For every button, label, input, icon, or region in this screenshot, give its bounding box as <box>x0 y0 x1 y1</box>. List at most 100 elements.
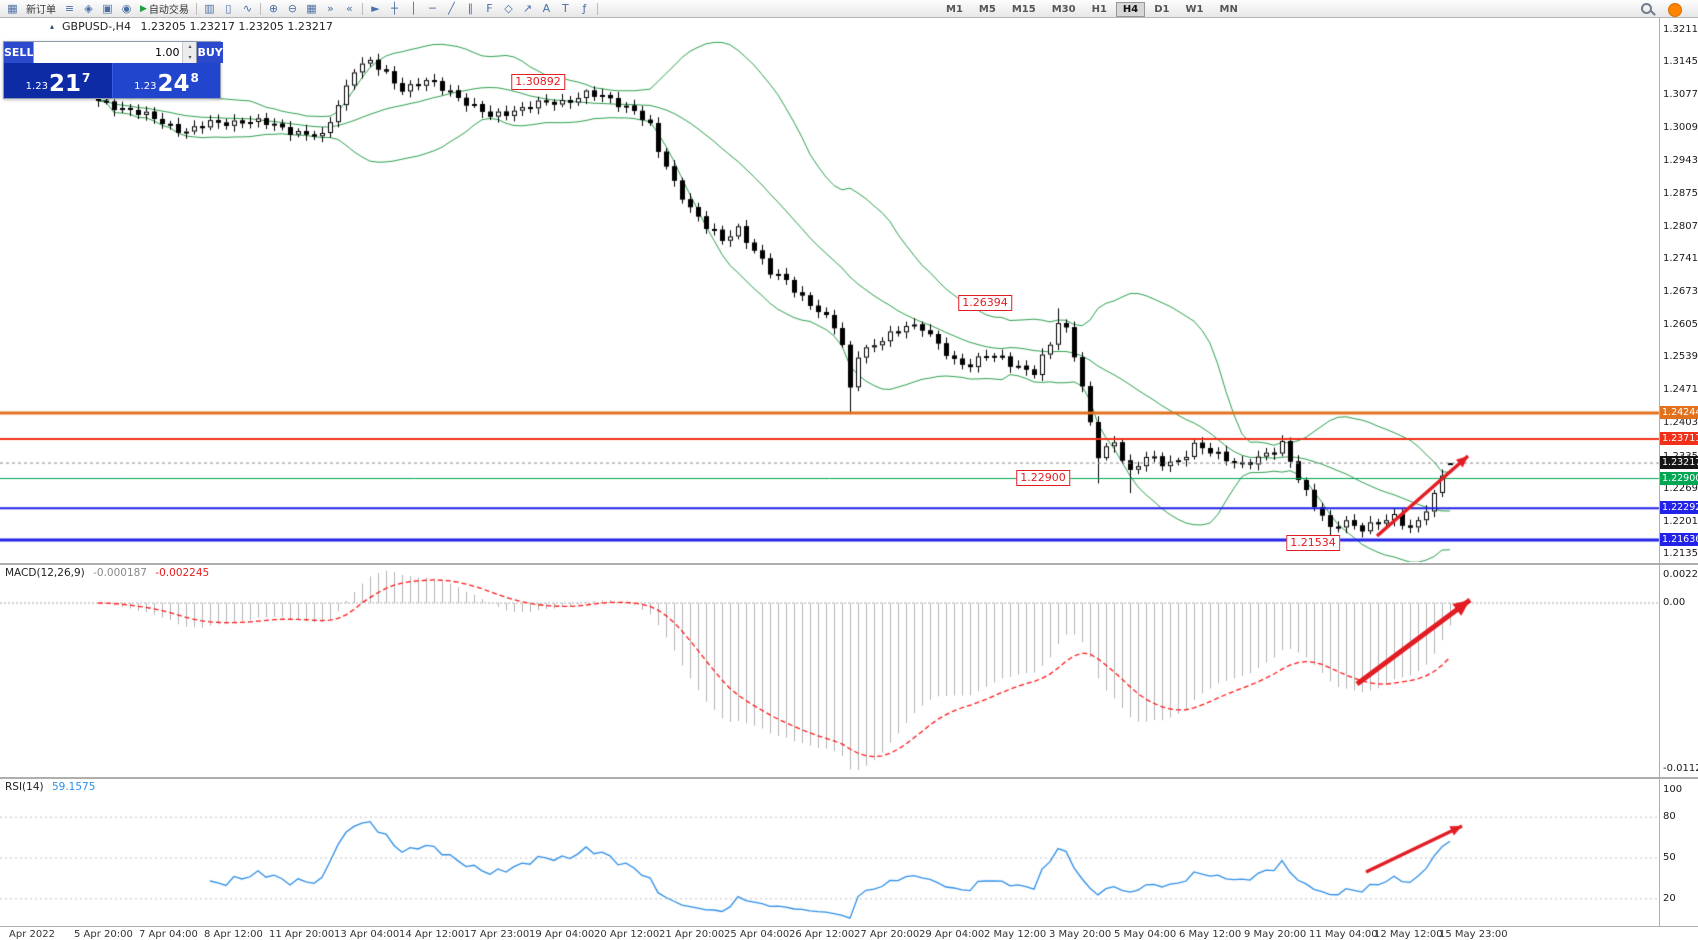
time-axis-label: 26 Apr 12:00 <box>789 929 855 940</box>
time-axis-label: 13 Apr 04:00 <box>334 929 400 940</box>
search-icon[interactable] <box>1641 3 1654 16</box>
time-axis-label: 15 May 23:00 <box>1439 929 1508 940</box>
timeframe-button-w1[interactable]: W1 <box>1185 3 1204 15</box>
sell-button[interactable]: SELL <box>4 42 34 63</box>
price-annotation[interactable]: 1.21534 <box>1286 535 1340 551</box>
rsi-name: RSI(14) <box>5 781 44 793</box>
time-axis-label: 5 May 04:00 <box>1114 929 1177 940</box>
market-watch-icon[interactable]: ≡ <box>64 2 75 15</box>
bar-chart-icon[interactable]: ▥ <box>204 2 215 15</box>
price-axis-label: 1.24030 <box>1663 417 1698 429</box>
new-order-button[interactable]: 新订单 <box>22 1 60 16</box>
timeframe-button-m5[interactable]: M5 <box>978 3 996 15</box>
macd-indicator-label: MACD(12,26,9) -0.000187 -0.002245 <box>5 567 209 579</box>
main-macd-window-separator[interactable] <box>0 563 1698 565</box>
time-axis-label: 2 May 12:00 <box>984 929 1047 940</box>
mql5-community-icon[interactable]: ◉ <box>121 2 132 15</box>
time-axis-label: Apr 2022 <box>9 929 55 940</box>
volume-down-icon[interactable]: ▾ <box>183 52 197 63</box>
ohlc-values: 1.23205 1.23217 1.23205 1.23217 <box>140 20 333 33</box>
sell-price-box[interactable]: 1.23 21 7 <box>4 63 112 98</box>
timeframe-button-m1[interactable]: M1 <box>946 3 963 15</box>
time-axis-label: 7 Apr 04:00 <box>139 929 198 940</box>
price-axis-label: 1.31450 <box>1663 56 1698 68</box>
tile-windows-icon[interactable]: ▦ <box>306 2 317 15</box>
timeframe-button-m30[interactable]: M30 <box>1051 3 1076 15</box>
time-axis-label: 29 Apr 04:00 <box>919 929 985 940</box>
price-annotation[interactable]: 1.26394 <box>958 295 1012 311</box>
terminal-icon[interactable]: ▣ <box>102 2 113 15</box>
buy-price-box[interactable]: 1.23 24 8 <box>112 63 220 98</box>
vertical-line-icon[interactable]: │ <box>410 2 417 15</box>
one-click-trading-panel: SELL ▴ ▾ BUY 1.23 21 7 1.23 24 8 <box>3 41 223 99</box>
price-axis-border <box>1659 18 1660 926</box>
price-annotation[interactable]: 1.30892 <box>511 74 565 90</box>
time-axis-label: 25 Apr 04:00 <box>724 929 790 940</box>
price-annotation[interactable]: 1.22900 <box>1016 470 1070 486</box>
price-axis-label: 1.24710 <box>1663 384 1698 396</box>
macd-axis-label: -0.011252 <box>1663 763 1698 774</box>
timeframe-button-h1[interactable]: H1 <box>1091 3 1107 15</box>
price-axis-label: 1.22010 <box>1663 515 1698 527</box>
shapes-icon[interactable]: ◇ <box>504 2 513 15</box>
symbol-period-label: GBPUSD-,H4 <box>62 20 131 33</box>
buy-price-sup: 8 <box>190 71 199 85</box>
text-label-icon[interactable]: T <box>562 2 569 15</box>
auto-trading-button[interactable]: ▶ 自动交易 <box>136 1 193 17</box>
equidistant-channel-icon[interactable]: ∥ <box>467 2 474 15</box>
price-tag: 1.22900 <box>1660 471 1698 485</box>
zoom-out-icon[interactable]: ⊖ <box>287 2 298 15</box>
trendline-icon[interactable]: ╱ <box>448 2 455 15</box>
fibonacci-icon[interactable]: F <box>486 2 493 15</box>
macd-rsi-window-separator[interactable] <box>0 777 1698 779</box>
rsi-indicator-label: RSI(14) 59.1575 <box>5 781 95 793</box>
price-axis-label: 1.21350 <box>1663 548 1698 559</box>
candlestick-chart-icon[interactable]: ▯ <box>225 2 232 15</box>
macd-axis-label: 0.00 <box>1663 597 1686 608</box>
price-tag: 1.24244 <box>1660 406 1698 420</box>
sell-price-sup: 7 <box>81 71 91 85</box>
price-axis-label: 1.30770 <box>1663 89 1698 101</box>
volume-input[interactable] <box>34 42 183 63</box>
sell-price-small: 1.23 <box>25 81 48 92</box>
time-axis-label: 9 May 20:00 <box>1244 929 1307 940</box>
horizontal-line-icon[interactable]: ─ <box>429 2 436 15</box>
navigator-icon[interactable]: ◈ <box>84 2 93 15</box>
new-order-button-label: 新订单 <box>26 5 56 16</box>
auto-scroll-icon[interactable]: » <box>327 2 334 15</box>
time-axis-label: 27 Apr 20:00 <box>854 929 920 940</box>
timeframe-button-m15[interactable]: M15 <box>1011 3 1036 15</box>
time-axis[interactable] <box>0 927 1698 940</box>
price-axis-label: 1.25390 <box>1663 351 1698 363</box>
buy-button[interactable]: BUY <box>197 42 223 63</box>
arrows-icon[interactable]: ↗ <box>522 2 533 15</box>
rsi-axis-label: 50 <box>1663 852 1676 863</box>
notification-badge-icon[interactable] <box>1668 3 1682 17</box>
sell-price-big: 21 <box>48 71 81 97</box>
price-axis-label: 1.26050 <box>1663 319 1698 331</box>
line-chart-icon[interactable]: ∿ <box>242 2 253 15</box>
zoom-in-icon[interactable]: ⊕ <box>268 2 279 15</box>
buy-price-small: 1.23 <box>134 81 157 92</box>
cursor-icon[interactable]: ► <box>371 2 380 15</box>
text-icon[interactable]: A <box>542 2 551 15</box>
timeframe-button-h4[interactable]: H4 <box>1115 1 1146 17</box>
time-axis-label: 6 May 12:00 <box>1179 929 1242 940</box>
price-tag: 1.23711 <box>1660 432 1698 446</box>
toolbar-separator <box>195 2 197 15</box>
auto-trading-button-icon: ▶ <box>140 3 147 14</box>
time-axis-label: 14 Apr 12:00 <box>399 929 465 940</box>
time-axis-label: 3 May 20:00 <box>1049 929 1112 940</box>
rsi-axis-label: 80 <box>1663 811 1676 823</box>
indicators-icon[interactable]: ƒ <box>582 2 587 15</box>
chart-shift-icon[interactable]: « <box>346 2 353 15</box>
price-axis-label: 1.26730 <box>1663 286 1698 297</box>
timeframe-button-d1[interactable]: D1 <box>1154 3 1170 15</box>
new-chart-icon[interactable]: ▦ <box>7 2 18 15</box>
time-axis-label: 21 Apr 20:00 <box>659 929 725 940</box>
one-click-panel-toggle-icon[interactable]: ▴ <box>50 22 55 31</box>
crosshair-icon[interactable]: ┼ <box>391 2 398 15</box>
volume-up-icon[interactable]: ▴ <box>183 42 197 53</box>
timeframe-button-mn[interactable]: MN <box>1219 3 1238 15</box>
